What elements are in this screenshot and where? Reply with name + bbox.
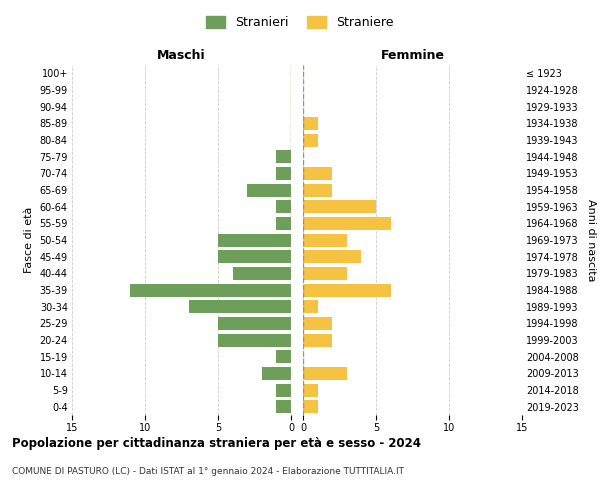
Bar (233, 267, 291, 280)
Bar (303, 284, 391, 296)
Bar (277, 217, 291, 230)
Y-axis label: Fasce di età: Fasce di età (24, 207, 34, 273)
Bar (277, 200, 291, 213)
Bar (130, 284, 291, 296)
Bar (303, 217, 391, 230)
Bar (303, 167, 332, 180)
Bar (303, 334, 332, 346)
Bar (303, 134, 317, 146)
Bar (277, 167, 291, 180)
Bar (303, 234, 347, 246)
Bar (262, 367, 291, 380)
Bar (218, 317, 291, 330)
Text: COMUNE DI PASTURO (LC) - Dati ISTAT al 1° gennaio 2024 - Elaborazione TUTTITALIA: COMUNE DI PASTURO (LC) - Dati ISTAT al 1… (12, 468, 404, 476)
Bar (303, 200, 376, 213)
Bar (303, 184, 332, 196)
Title: Femmine: Femmine (380, 50, 445, 62)
Y-axis label: Anni di nascita: Anni di nascita (586, 198, 596, 281)
Bar (277, 350, 291, 363)
Title: Maschi: Maschi (157, 50, 206, 62)
Bar (218, 234, 291, 246)
Bar (277, 384, 291, 396)
Bar (277, 150, 291, 163)
Bar (303, 117, 317, 130)
Bar (218, 334, 291, 346)
Bar (303, 250, 361, 263)
Bar (189, 300, 291, 313)
Bar (277, 400, 291, 413)
Bar (303, 300, 317, 313)
Bar (303, 367, 347, 380)
Bar (303, 400, 317, 413)
Bar (303, 384, 317, 396)
Bar (218, 250, 291, 263)
Bar (303, 267, 347, 280)
Bar (247, 184, 291, 196)
Bar (303, 317, 332, 330)
Text: Popolazione per cittadinanza straniera per età e sesso - 2024: Popolazione per cittadinanza straniera p… (12, 438, 421, 450)
Legend: Stranieri, Straniere: Stranieri, Straniere (202, 11, 398, 34)
